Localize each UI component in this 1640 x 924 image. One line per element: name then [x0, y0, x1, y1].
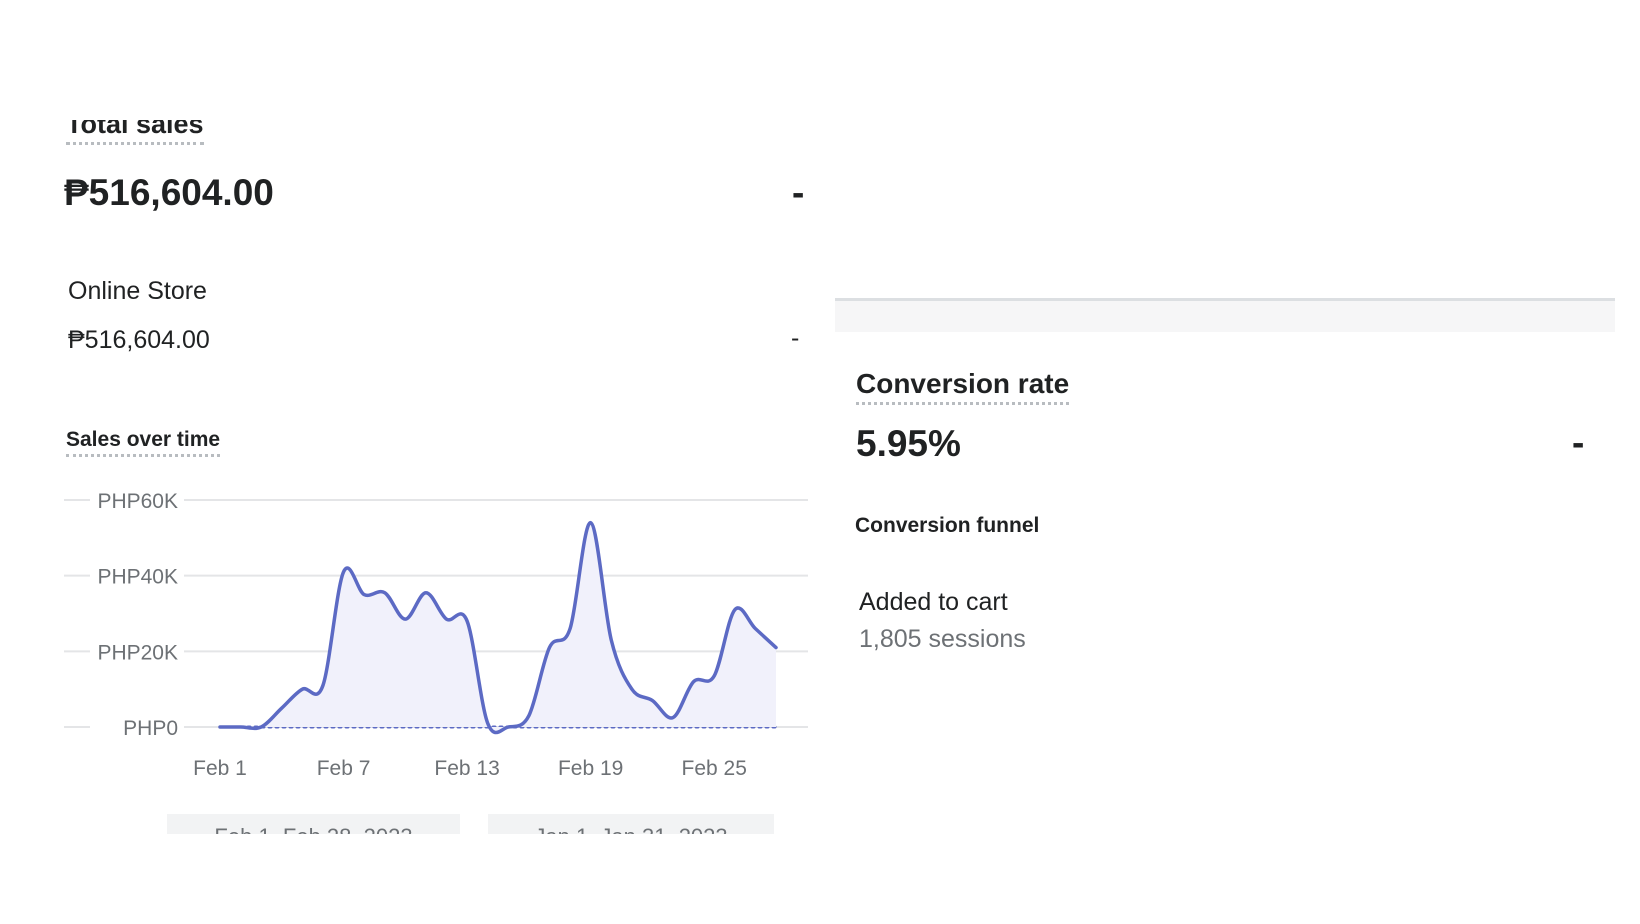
total-sales-title-clip: Total sales [60, 120, 360, 156]
y-tick-label: PHP0 [123, 717, 178, 740]
funnel-step-value: 1,805 sessions [859, 625, 1026, 653]
conversion-rate-title[interactable]: Conversion rate [856, 368, 1070, 405]
funnel-step-label: Added to cart [859, 588, 1008, 616]
channel-value: ₱516,604.00 [68, 326, 210, 354]
x-tick-label: Feb 1 [193, 757, 247, 780]
sales-over-time-chart: PHP0 PHP20K PHP40K PHP60K Feb 1 Feb 7 Feb 13 Fe… [64, 490, 808, 780]
current-period-area [220, 522, 776, 733]
total-sales-value: ₱516,604.00 [64, 172, 274, 213]
total-sales-card: Total sales ₱516,604.00 - Online Store ₱… [60, 120, 808, 834]
x-tick-label: Feb 13 [434, 757, 499, 780]
total-sales-title[interactable]: Total sales [66, 120, 204, 145]
y-tick-label: PHP40K [97, 566, 178, 589]
legend-previous-period[interactable]: Jan 1–Jan 31, 2023 [488, 814, 774, 834]
legend-current-period-label: Feb 1–Feb 28, 2023 [167, 824, 460, 834]
sales-over-time-title[interactable]: Sales over time [66, 428, 221, 457]
channel-label: Online Store [68, 277, 207, 305]
legend-current-period[interactable]: Feb 1–Feb 28, 2023 [167, 814, 460, 834]
current-period-line [218, 520, 778, 735]
x-tick-label: Feb 7 [317, 757, 371, 780]
channel-change: - [791, 324, 800, 352]
y-tick-label: PHP20K [97, 641, 178, 664]
conversion-rate-value: 5.95% [856, 423, 961, 464]
legend-previous-period-label: Jan 1–Jan 31, 2023 [488, 824, 774, 834]
y-tick-label: PHP60K [97, 490, 178, 513]
x-tick-label: Feb 19 [558, 757, 623, 780]
conversion-rate-change: - [1572, 422, 1585, 463]
card-divider [835, 298, 1615, 332]
x-tick-label: Feb 25 [682, 757, 747, 780]
conversion-funnel-title: Conversion funnel [855, 514, 1040, 537]
total-sales-change: - [792, 172, 805, 213]
